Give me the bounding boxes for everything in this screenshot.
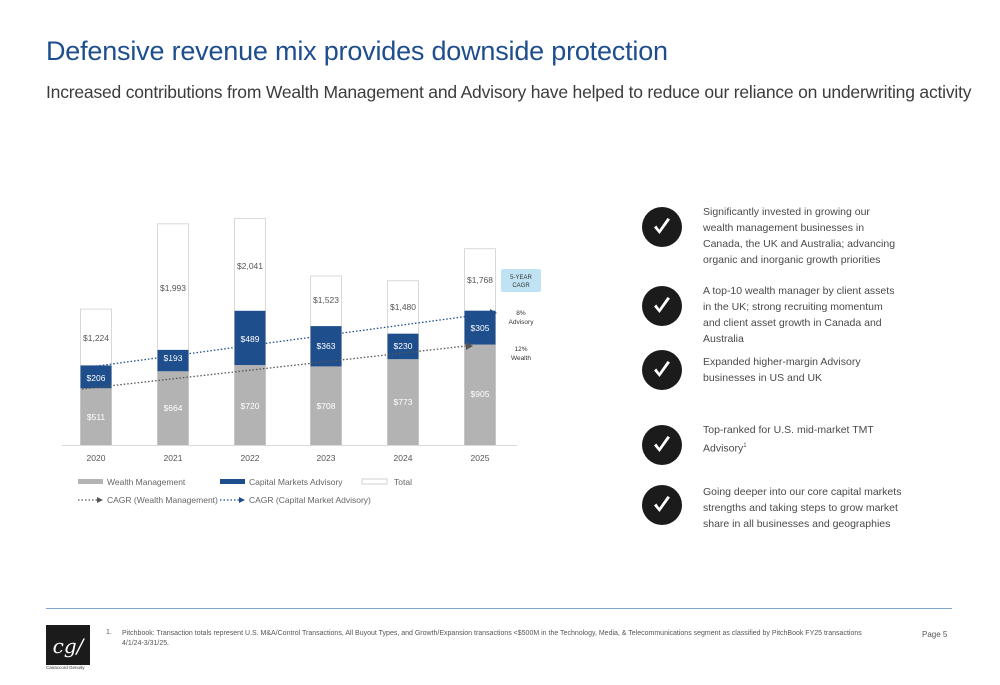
data-label-wealth: $905 xyxy=(471,389,490,399)
bullet-item: Significantly invested in growing our we… xyxy=(642,204,962,274)
data-label-advisory: $193 xyxy=(164,353,183,363)
cagr-value-wealth: 12% xyxy=(514,346,527,353)
data-label-advisory: $206 xyxy=(87,373,106,383)
footnote-marker: 1 xyxy=(743,443,747,449)
bullet-text: Significantly invested in growing our we… xyxy=(703,206,896,266)
page-title: Defensive revenue mix provides downside … xyxy=(46,36,668,66)
checkmark-icon xyxy=(642,425,682,465)
bullet-text: Going deeper into our core capital marke… xyxy=(703,486,902,530)
cagr-label-wealth: Wealth xyxy=(511,355,531,362)
data-label-total: $1,480 xyxy=(390,302,416,312)
bar-capital-markets-advisory xyxy=(310,326,342,367)
x-tick-label: 2023 xyxy=(317,453,336,463)
legend-label-cagr-wealth: CAGR (Wealth Management) xyxy=(107,495,218,505)
data-label-wealth: $708 xyxy=(317,401,336,411)
revenue-mix-chart: $511 $206 $1,224 2020 $664 $193 $1,993 2021 $720… xyxy=(62,217,541,505)
page-subtitle: Increased contributions from Wealth Mana… xyxy=(46,82,972,102)
x-tick-label: 2020 xyxy=(87,453,106,463)
legend-swatch-wealth xyxy=(78,479,103,484)
bullet-text: Top-ranked for U.S. mid-market TMT Advis… xyxy=(703,424,874,455)
bar-capital-markets-advisory xyxy=(387,333,419,360)
cagr-box-label: 5-YEAR xyxy=(510,275,532,281)
legend-label-cagr-advisory: CAGR (Capital Market Advisory) xyxy=(249,495,371,505)
bar-wealth-management xyxy=(387,359,419,445)
data-label-advisory: $363 xyxy=(317,341,336,351)
legend-arrow-cagr-advisory xyxy=(239,497,245,503)
cagr-box xyxy=(501,269,541,292)
data-label-total: $1,224 xyxy=(83,333,109,343)
legend-label-advisory: Capital Markets Advisory xyxy=(249,477,343,487)
x-tick-label: 2025 xyxy=(471,453,490,463)
legend-label-wealth: Wealth Management xyxy=(107,477,186,487)
checkmark-icon xyxy=(642,485,682,525)
data-label-total: $2,041 xyxy=(237,261,263,271)
bullet-item: Going deeper into our core capital marke… xyxy=(642,484,962,554)
x-tick-label: 2021 xyxy=(164,453,183,463)
cagr-value-advisory: 8% xyxy=(516,310,526,317)
bullet-item: A top-10 wealth manager by client assets… xyxy=(642,283,962,353)
cagr-box-label: CAGR xyxy=(512,283,530,289)
bar-wealth-management xyxy=(80,388,112,445)
legend-swatch-total xyxy=(361,478,388,485)
bullet-item: Top-ranked for U.S. mid-market TMT Advis… xyxy=(642,422,962,492)
bar-wealth-management xyxy=(464,344,496,445)
bar-wealth-management xyxy=(157,371,189,445)
data-label-wealth: $773 xyxy=(394,397,413,407)
cagr-line-advisory xyxy=(81,312,493,369)
footnote-number: 1. xyxy=(106,629,112,636)
data-label-wealth: $511 xyxy=(87,412,106,422)
legend-arrow-cagr-wealth xyxy=(97,497,103,503)
data-label-wealth: $664 xyxy=(164,403,183,413)
data-label-total: $1,993 xyxy=(160,283,186,293)
checkmark-icon xyxy=(642,350,682,390)
checkmark-icon xyxy=(642,286,682,326)
page-number: Page 5 xyxy=(922,630,948,639)
logo-mark: cg/ xyxy=(53,634,86,658)
x-tick-label: 2024 xyxy=(394,453,413,463)
footnote-text: Pitchbook: Transaction totals represent … xyxy=(122,630,862,647)
cagr-arrow-wealth xyxy=(466,342,473,350)
company-name: Canaccord Genuity xyxy=(46,665,85,670)
bullet-text: A top-10 wealth manager by client assets… xyxy=(703,285,895,345)
bar-wealth-management xyxy=(310,366,342,445)
bullet-text: Expanded higher-margin Advisory business… xyxy=(703,356,861,384)
data-label-advisory: $489 xyxy=(241,334,260,344)
data-label-advisory: $305 xyxy=(471,323,490,333)
cagr-label-advisory: Advisory xyxy=(509,319,535,326)
data-label-total: $1,768 xyxy=(467,275,493,285)
cagr-arrow-advisory xyxy=(490,309,497,317)
cagr-line-wealth xyxy=(81,345,467,390)
bar-wealth-management xyxy=(234,365,266,445)
legend-label-total: Total xyxy=(394,477,412,487)
bar-capital-markets-advisory xyxy=(157,349,189,372)
footer-divider xyxy=(46,608,952,609)
data-label-total: $1,523 xyxy=(313,295,339,305)
data-label-advisory: $230 xyxy=(394,341,413,351)
data-label-wealth: $720 xyxy=(241,401,260,411)
bar-capital-markets-advisory xyxy=(80,365,112,389)
bullet-item: Expanded higher-margin Advisory business… xyxy=(642,350,962,424)
checkmark-icon xyxy=(642,207,682,247)
x-tick-label: 2022 xyxy=(241,453,260,463)
legend-swatch-advisory xyxy=(220,479,245,484)
bar-capital-markets-advisory xyxy=(234,310,266,366)
company-logo: cg/ xyxy=(46,625,90,665)
